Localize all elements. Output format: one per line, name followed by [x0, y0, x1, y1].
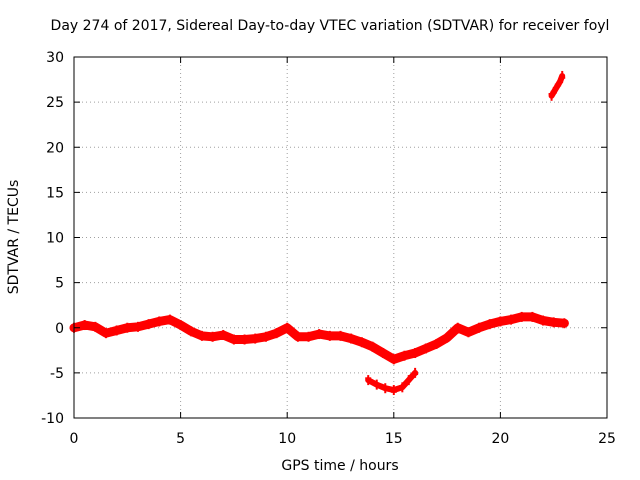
data-point: [529, 311, 536, 322]
data-point: [380, 348, 387, 359]
data-point: [508, 314, 515, 325]
data-point: [518, 311, 525, 322]
data-point: [433, 338, 440, 349]
x-tick-label: 0: [70, 431, 79, 447]
data-point: [145, 319, 152, 330]
data-point: [358, 337, 365, 348]
data-point: [134, 321, 141, 332]
data-point: [156, 316, 163, 327]
data-point: [348, 333, 355, 344]
y-tick-label: 0: [55, 321, 64, 337]
data-point: [284, 322, 291, 333]
data-point: [102, 328, 109, 339]
x-tick-label: 5: [176, 431, 185, 447]
data-point: [365, 375, 372, 386]
data-point: [369, 341, 376, 352]
data-point: [561, 318, 568, 329]
data-point: [294, 331, 301, 342]
data-point: [230, 334, 237, 345]
data-point: [390, 354, 397, 365]
chart-title: Day 274 of 2017, Sidereal Day-to-day VTE…: [51, 18, 610, 34]
data-point: [390, 385, 397, 396]
y-tick-label: 30: [46, 50, 64, 66]
data-point: [92, 321, 99, 332]
data-point: [552, 83, 559, 94]
y-tick-label: 15: [46, 185, 64, 201]
data-point: [382, 383, 389, 394]
data-point: [113, 325, 120, 336]
data-point: [124, 322, 131, 333]
data-point: [476, 322, 483, 333]
data-point: [241, 334, 248, 345]
data-point: [337, 330, 344, 341]
data-point: [444, 332, 451, 343]
y-axis-label: SDTVAR / TECUs: [6, 180, 22, 295]
data-point: [81, 320, 88, 331]
x-tick-label: 20: [491, 431, 509, 447]
data-point: [252, 333, 259, 344]
x-tick-label: 10: [278, 431, 296, 447]
y-tick-label: 25: [46, 95, 64, 111]
data-series: [69, 70, 569, 396]
data-point: [326, 330, 333, 341]
grid: [74, 57, 607, 418]
x-axis-label: GPS time / hours: [281, 458, 398, 474]
data-point: [454, 322, 461, 333]
data-point: [399, 382, 406, 393]
data-point: [497, 316, 504, 327]
y-tick-label: -10: [41, 411, 64, 427]
data-point: [405, 375, 412, 386]
data-point: [316, 329, 323, 340]
data-point: [262, 331, 269, 342]
data-point: [559, 70, 566, 81]
plot-frame: [73, 56, 608, 419]
data-point: [465, 327, 472, 338]
axis-ticks: 0 5 10 15 20 25 -10 -5 0 5 10 15 20 25 30: [41, 50, 616, 447]
data-point: [412, 367, 419, 378]
data-point: [401, 350, 408, 361]
data-point: [548, 90, 555, 101]
y-tick-label: 20: [46, 140, 64, 156]
data-point: [209, 331, 216, 342]
data-point: [198, 330, 205, 341]
y-tick-label: 5: [55, 276, 64, 292]
data-point: [412, 348, 419, 359]
data-point: [422, 343, 429, 354]
y-tick-label: -5: [50, 366, 64, 382]
data-point: [305, 331, 312, 342]
data-point: [550, 317, 557, 328]
data-point: [273, 328, 280, 339]
y-tick-label: 10: [46, 231, 64, 247]
data-point: [540, 315, 547, 326]
x-tick-label: 15: [385, 431, 403, 447]
data-point: [188, 326, 195, 337]
data-point: [373, 379, 380, 390]
data-point: [166, 314, 173, 325]
data-point: [486, 319, 493, 330]
x-tick-label: 25: [598, 431, 616, 447]
data-point: [177, 320, 184, 331]
data-point: [220, 329, 227, 340]
